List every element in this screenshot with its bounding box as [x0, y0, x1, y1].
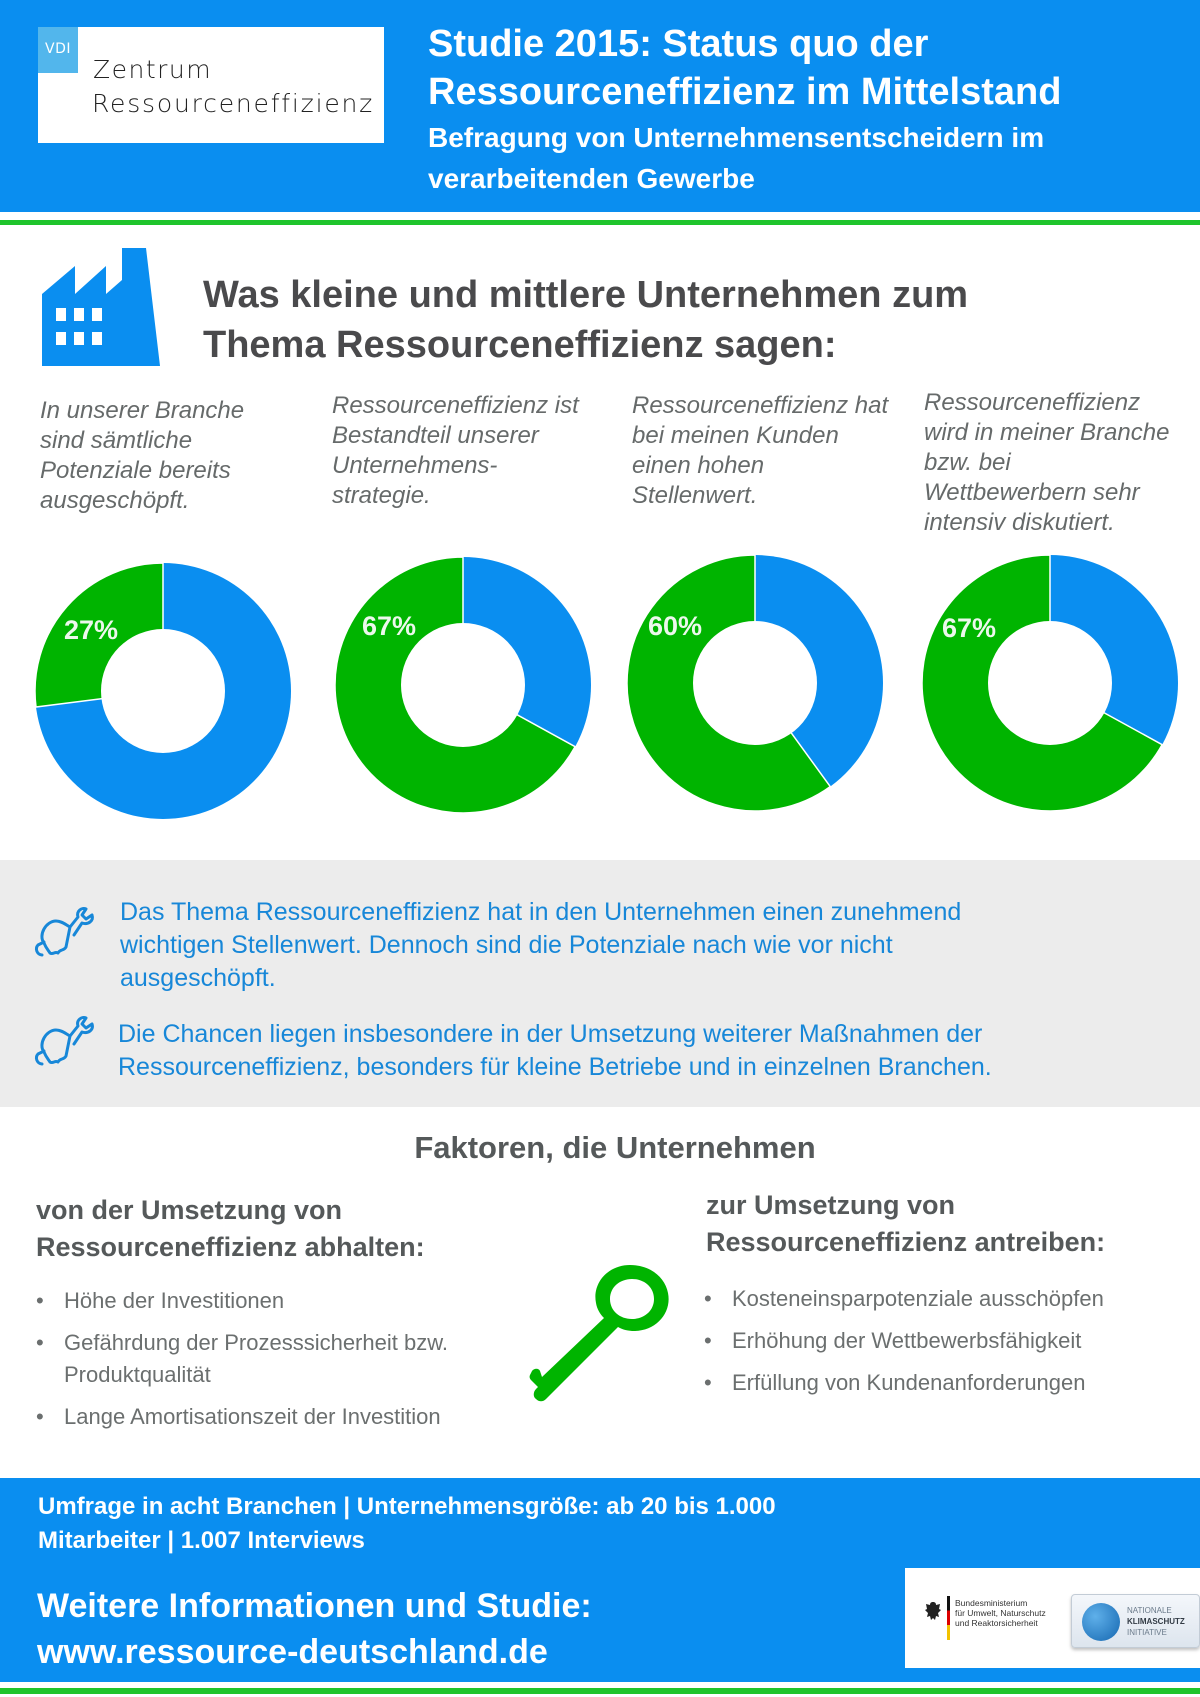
- donut-chart-3: [625, 553, 885, 813]
- key-icon: [529, 1265, 669, 1402]
- statement-2: Ressourceneffizienz ist Bestandteil unse…: [332, 391, 612, 511]
- page-title-line2: Ressourceneffizienz im Mittelstand: [428, 71, 1062, 113]
- statement-line: In unserer Branche: [40, 397, 245, 424]
- statement-line: ausgeschöpft.: [40, 487, 190, 514]
- bmu-text-line: für Umwelt, Naturschutz: [955, 1608, 1046, 1618]
- donut-1-percent-label: 27%: [64, 615, 119, 645]
- factory-icon: [42, 248, 160, 366]
- statement-line: bzw. bei: [924, 449, 1011, 476]
- federal-eagle-icon: [925, 1602, 941, 1620]
- statement-3: Ressourceneffizienz hat bei meinen Kunde…: [632, 391, 922, 511]
- wrench-plug-icon: [34, 1016, 94, 1066]
- barriers-heading-line2: Ressourceneffizienz abhalten:: [36, 1232, 425, 1262]
- drivers-heading-line1: zur Umsetzung von: [706, 1190, 956, 1220]
- bmu-text: Bundesministerium für Umwelt, Naturschut…: [955, 1598, 1046, 1628]
- statement-4: Ressourceneffizienz wird in meiner Branc…: [924, 388, 1194, 538]
- statement-line: sind sämtliche: [40, 427, 193, 454]
- vdi-zre-logo: VDI Zentrum Ressourceneffizienz: [38, 27, 384, 143]
- statement-line: wird in meiner Branche: [924, 419, 1170, 446]
- donut-4-percent-label: 67%: [942, 613, 997, 643]
- barriers-list: Höhe der Investitionen Gefährdung der Pr…: [36, 1285, 516, 1443]
- partner-logos: Bundesministerium für Umwelt, Naturschut…: [905, 1568, 1200, 1668]
- section-heading-line2: Thema Ressourceneffizienz sagen:: [203, 324, 837, 366]
- drivers-heading-line2: Ressourceneffizienz antreiben:: [706, 1227, 1106, 1257]
- website-link[interactable]: www.ressource-deutschland.de: [37, 1633, 548, 1671]
- statement-line: einen hohen: [632, 452, 765, 479]
- nki-logo: NATIONALE KLIMASCHUTZ INITIATIVE: [1071, 1594, 1200, 1648]
- wrench-plug-icon: [34, 907, 94, 957]
- finding-line: Die Chancen liegen insbesondere in der U…: [118, 1020, 983, 1048]
- green-divider-top: [0, 220, 1200, 225]
- donut-chart-2: [333, 555, 593, 815]
- barriers-heading-line1: von der Umsetzung von: [36, 1195, 343, 1225]
- statement-1: In unserer Branche sind sämtliche Potenz…: [40, 396, 300, 516]
- more-info: Weitere Informationen und Studie: www.re…: [37, 1583, 592, 1675]
- statement-line: Stellenwert.: [632, 482, 758, 509]
- footer-banner: Umfrage in acht Branchen | Unternehmensg…: [0, 1478, 1200, 1682]
- finding-1: Das Thema Ressourceneffizienz hat in den…: [120, 896, 1120, 995]
- finding-line: Ressourceneffizienz, besonders für klein…: [118, 1053, 992, 1081]
- globe-icon: [1082, 1603, 1120, 1641]
- finding-2: Die Chancen liegen insbesondere in der U…: [118, 1018, 1178, 1084]
- section-heading-line1: Was kleine und mittlere Unternehmen zum: [203, 274, 969, 316]
- survey-meta-line2: Mitarbeiter | 1.007 Interviews: [38, 1527, 365, 1554]
- list-item: Kosteneinsparpotenziale ausschöpfen: [704, 1283, 1184, 1315]
- nki-text: NATIONALE KLIMASCHUTZ INITIATIVE: [1127, 1605, 1185, 1638]
- factors-title: Faktoren, die Unternehmen: [414, 1130, 816, 1165]
- nki-text-line: KLIMASCHUTZ: [1127, 1617, 1185, 1626]
- green-divider-bottom: [0, 1688, 1200, 1694]
- subtitle-line2: verarbeitenden Gewerbe: [428, 163, 755, 194]
- survey-meta-line1: Umfrage in acht Branchen | Unternehmensg…: [38, 1493, 776, 1520]
- statement-line: Unternehmens-: [332, 452, 498, 479]
- finding-line: Das Thema Ressourceneffizienz hat in den…: [120, 898, 962, 926]
- section-heading: Was kleine und mittlere Unternehmen zum …: [203, 270, 968, 370]
- header-banner: VDI Zentrum Ressourceneffizienz Studie 2…: [0, 0, 1200, 212]
- logo-text-line1: Zentrum: [93, 55, 213, 84]
- statement-line: strategie.: [332, 482, 431, 509]
- german-flag-bar: [947, 1596, 950, 1640]
- bmu-text-line: Bundesministerium: [955, 1598, 1028, 1608]
- statement-line: Ressourceneffizienz hat: [632, 392, 889, 419]
- bmu-text-line: und Reaktorsicherheit: [955, 1618, 1038, 1628]
- nki-text-line: INITIATIVE: [1127, 1628, 1167, 1637]
- list-item: Höhe der Investitionen: [36, 1285, 516, 1317]
- subtitle-line1: Befragung von Unternehmensentscheidern i…: [428, 122, 1045, 153]
- statement-line: intensiv diskutiert.: [924, 509, 1115, 536]
- drivers-list: Kosteneinsparpotenziale ausschöpfen Erhö…: [704, 1283, 1184, 1409]
- donut-chart-1: [33, 561, 293, 821]
- barriers-heading: von der Umsetzung von Ressourceneffizien…: [36, 1192, 425, 1266]
- statement-line: Bestandteil unserer: [332, 422, 539, 449]
- finding-line: ausgeschöpft.: [120, 964, 276, 992]
- page-title-line1: Studie 2015: Status quo der: [428, 23, 929, 65]
- statement-line: Ressourceneffizienz ist: [332, 392, 579, 419]
- title-block: Studie 2015: Status quo der Ressourcenef…: [428, 20, 1061, 200]
- statement-line: Wettbewerbern sehr: [924, 479, 1140, 506]
- list-item: Erfüllung von Kundenanforderungen: [704, 1367, 1184, 1399]
- more-info-label: Weitere Informationen und Studie:: [37, 1587, 592, 1625]
- key-findings-box: [0, 860, 1200, 1107]
- statement-line: Ressourceneffizienz: [924, 389, 1141, 416]
- statement-line: bei meinen Kunden: [632, 422, 839, 449]
- donut-3-percent-label: 60%: [648, 611, 703, 641]
- nki-text-line: NATIONALE: [1127, 1606, 1172, 1615]
- logo-text-line2: Ressourceneffizienz: [92, 89, 375, 118]
- drivers-heading: zur Umsetzung von Ressourceneffizienz an…: [706, 1187, 1105, 1261]
- list-item: Lange Amortisationszeit der Investition: [36, 1401, 516, 1433]
- survey-meta: Umfrage in acht Branchen | Unternehmensg…: [38, 1490, 776, 1558]
- list-item: Gefährdung der Prozesssicherheit bzw. Pr…: [36, 1327, 516, 1391]
- donut-chart-4: [920, 553, 1180, 813]
- list-item: Erhöhung der Wettbewerbsfähigkeit: [704, 1325, 1184, 1357]
- finding-line: wichtigen Stellenwert. Dennoch sind die …: [120, 931, 893, 959]
- vdi-badge: VDI: [38, 27, 78, 73]
- statement-line: Potenziale bereits: [40, 457, 231, 484]
- donut-2-percent-label: 67%: [362, 611, 417, 641]
